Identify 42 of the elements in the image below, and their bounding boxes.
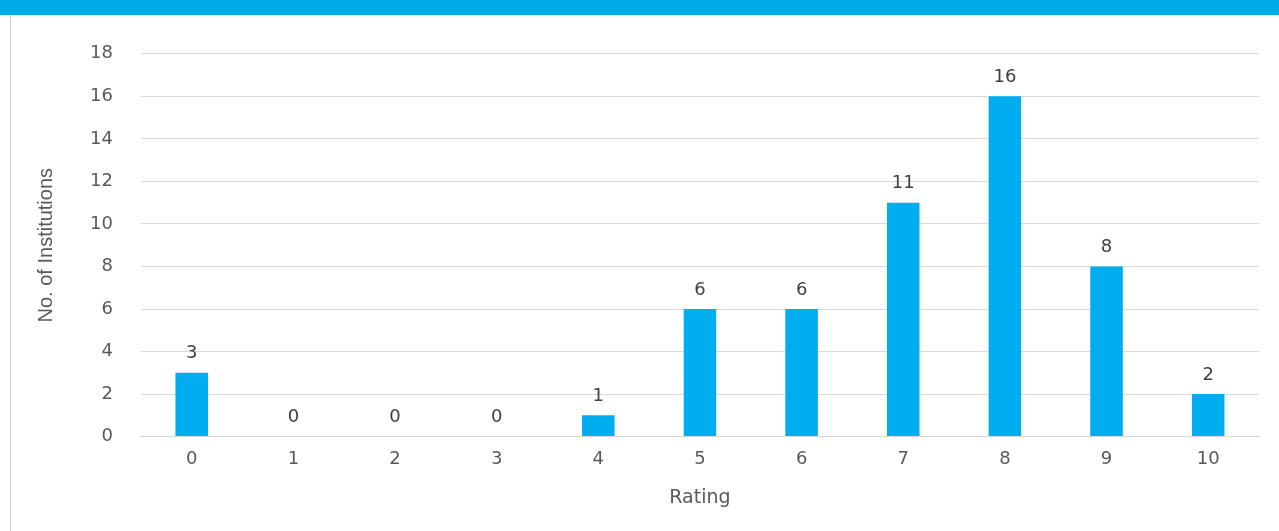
bar [1191, 394, 1225, 437]
x-tick-label: 10 [1196, 447, 1220, 469]
bar [175, 372, 208, 437]
y-tick-label: 14 [90, 126, 113, 148]
x-tick-label: 2 [389, 447, 401, 469]
x-tick-label: 7 [897, 447, 909, 469]
x-axis-title: Rating [669, 484, 731, 507]
y-tick-label: 18 [90, 41, 113, 63]
data-label: 3 [186, 341, 198, 363]
bar [1090, 266, 1123, 437]
data-label: 11 [891, 171, 915, 193]
bar [683, 309, 717, 437]
x-tick-label: 1 [287, 447, 300, 469]
x-tick-label: 8 [999, 447, 1011, 469]
x-tick-label: 3 [490, 447, 503, 469]
y-tick-label: 8 [101, 254, 113, 276]
y-tick-label: 0 [101, 424, 113, 446]
x-tick-label: 9 [1100, 447, 1113, 469]
y-axis-title: No. of Institutions [33, 167, 56, 323]
bar [988, 96, 1022, 437]
y-tick-label: 2 [101, 381, 113, 403]
data-label: 0 [287, 405, 300, 427]
x-tick-label: 4 [592, 447, 605, 469]
y-tick-label: 4 [101, 339, 113, 361]
y-tick-label: 10 [90, 211, 113, 233]
data-label: 0 [389, 405, 401, 427]
data-label: 16 [993, 65, 1017, 87]
data-label: 2 [1202, 362, 1214, 384]
bar [582, 415, 615, 437]
data-label: 8 [1100, 235, 1113, 257]
x-tick-label: 5 [694, 447, 706, 469]
x-tick-label: 0 [186, 447, 198, 469]
data-label: 0 [490, 405, 503, 427]
bar [785, 309, 818, 437]
y-tick-label: 6 [101, 296, 113, 318]
y-tick-label: 16 [90, 84, 113, 106]
bar [886, 202, 920, 437]
x-tick-label: 6 [795, 447, 808, 469]
y-tick-label: 12 [90, 169, 113, 191]
data-label: 1 [592, 384, 605, 406]
data-label: 6 [694, 277, 706, 299]
data-label: 6 [795, 277, 808, 299]
